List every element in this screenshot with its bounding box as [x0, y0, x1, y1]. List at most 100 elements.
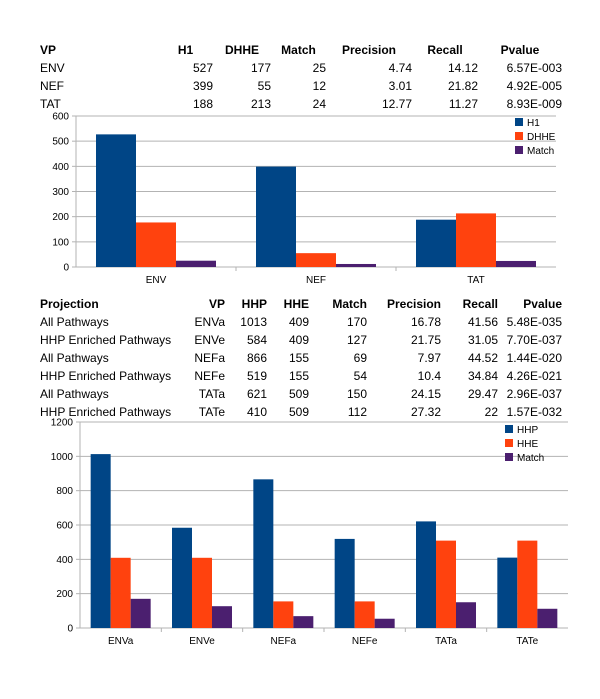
y-tick-label: 200 — [56, 589, 73, 600]
table-cell: NEFa — [194, 351, 225, 365]
y-tick-label: 200 — [52, 212, 69, 223]
table-row: NEF 399 55 12 3.01 21.82 4.92E-005 — [40, 77, 562, 95]
table-cell: 29.47 — [467, 387, 498, 401]
x-tick-label: ENVe — [189, 636, 215, 647]
table-row: HHP Enriched Pathways NEFe 519 155 54 10.4 34.… — [40, 367, 562, 385]
bar-match-tate — [537, 608, 558, 628]
x-tick-label: TAT — [467, 275, 484, 286]
table-cell: HHP Enriched Pathways — [40, 405, 172, 419]
table-row: All Pathways ENVa 1013 409 170 16.78 41.56 5.48… — [40, 313, 562, 331]
table-cell: NEF — [40, 79, 64, 93]
table-cell: 10.4 — [417, 369, 441, 383]
table-cell: 4.74 — [388, 61, 412, 75]
legend-swatch — [515, 118, 523, 126]
table-cell: 409 — [288, 333, 309, 347]
y-tick-label: 300 — [52, 187, 69, 198]
table-cell: 155 — [288, 351, 309, 365]
table-cell: 112 — [347, 405, 367, 419]
table-cell: 55 — [257, 79, 271, 93]
table-cell: 24 — [312, 97, 326, 111]
bar-match-nefa — [293, 616, 314, 628]
table-cell: TATe — [198, 405, 225, 419]
legend-swatch — [505, 425, 513, 433]
table-cell: 5.48E-035 — [506, 315, 562, 329]
bar-match-tata — [456, 602, 476, 628]
legend-label: Match — [527, 146, 554, 157]
table-cell: 621 — [246, 387, 267, 401]
table-cell: ENVe — [194, 333, 225, 347]
col-header: Pvalue — [523, 297, 562, 311]
bar-hhe-tata — [436, 540, 456, 628]
table-row: All Pathways TATa 621 509 150 24.15 29.47 2.96E… — [40, 385, 562, 403]
col-header: Precision — [341, 43, 397, 57]
bar-hhp-tata — [416, 521, 436, 628]
col-header: HHE — [283, 297, 309, 311]
table-cell: All Pathways — [40, 315, 109, 329]
bar-hhe-tate — [517, 540, 538, 628]
table-cell: 25 — [312, 61, 326, 75]
col-header: Recall — [462, 297, 498, 311]
table-cell: 44.52 — [467, 351, 498, 365]
table-cell: 410 — [246, 405, 267, 419]
table-cell: 6.57E-003 — [506, 61, 562, 75]
table-cell: 155 — [288, 369, 309, 383]
col-header: HHP — [241, 297, 267, 311]
table-cell: 41.56 — [467, 315, 498, 329]
bar-match-enve — [212, 606, 232, 628]
x-tick-label: NEFa — [271, 636, 297, 647]
legend-swatch — [515, 146, 523, 154]
bar-hhe-nefa — [273, 601, 294, 628]
col-header: Match — [332, 297, 367, 311]
legend-label: H1 — [527, 118, 540, 129]
table-cell: ENV — [40, 61, 65, 75]
bar-hhe-nefe — [354, 601, 375, 628]
bar-dhhe-tat — [456, 213, 496, 267]
table-row: All Pathways NEFa 866 155 69 7.97 44.52 1.44E-0… — [40, 349, 562, 367]
table-cell: ENVa — [194, 315, 225, 329]
table-cell: 54 — [353, 369, 367, 383]
table-cell: 509 — [288, 387, 309, 401]
col-header: VP — [208, 297, 225, 311]
x-tick-label: TATe — [516, 636, 538, 647]
table-cell: 584 — [246, 333, 267, 347]
table-cell: 21.75 — [410, 333, 441, 347]
x-tick-label: NEFe — [352, 636, 378, 647]
y-tick-label: 1000 — [51, 452, 74, 463]
y-tick-label: 500 — [52, 137, 69, 148]
bar-hhp-tate — [497, 557, 518, 628]
y-tick-label: 400 — [56, 555, 73, 566]
table-cell: 4.26E-021 — [506, 369, 562, 383]
col-header: VP — [40, 43, 57, 57]
table-cell: All Pathways — [40, 387, 109, 401]
table-cell: 519 — [246, 369, 267, 383]
table-cell: 3.01 — [388, 79, 412, 93]
bar-hhp-enve — [172, 527, 192, 628]
bar-h1-env — [96, 134, 136, 267]
table-cell: 12 — [312, 79, 326, 93]
table-header-row: VP H1 DHHE Match Precision Recall Pvalue — [40, 41, 562, 59]
legend-swatch — [515, 132, 523, 140]
table-cell: 12.77 — [381, 97, 412, 111]
table-cell: 509 — [288, 405, 309, 419]
bar-match-enva — [130, 598, 151, 628]
table-cell: 11.27 — [448, 97, 478, 111]
bar-h1-nef — [256, 166, 296, 267]
table-cell: 69 — [353, 351, 367, 365]
bar-match-nefe — [374, 618, 395, 628]
legend-label: Match — [517, 453, 544, 464]
x-tick-label: ENVa — [108, 636, 134, 647]
col-header: Match — [281, 43, 316, 57]
table-cell: 1013 — [240, 315, 267, 329]
table-cell: 177 — [250, 61, 271, 75]
table-cell: 14.12 — [447, 61, 478, 75]
table-cell: 127 — [346, 333, 367, 347]
table-cell: TATa — [198, 387, 225, 401]
table-cell: NEFe — [194, 369, 225, 383]
table-cell: 213 — [250, 97, 271, 111]
col-header: Recall — [427, 43, 463, 57]
bar-hhp-nefe — [334, 538, 355, 628]
col-header: Projection — [40, 297, 99, 311]
table-cell: 1.44E-020 — [506, 351, 562, 365]
table-cell: 1.57E-032 — [506, 405, 562, 419]
table-cell: HHP Enriched Pathways — [40, 369, 172, 383]
